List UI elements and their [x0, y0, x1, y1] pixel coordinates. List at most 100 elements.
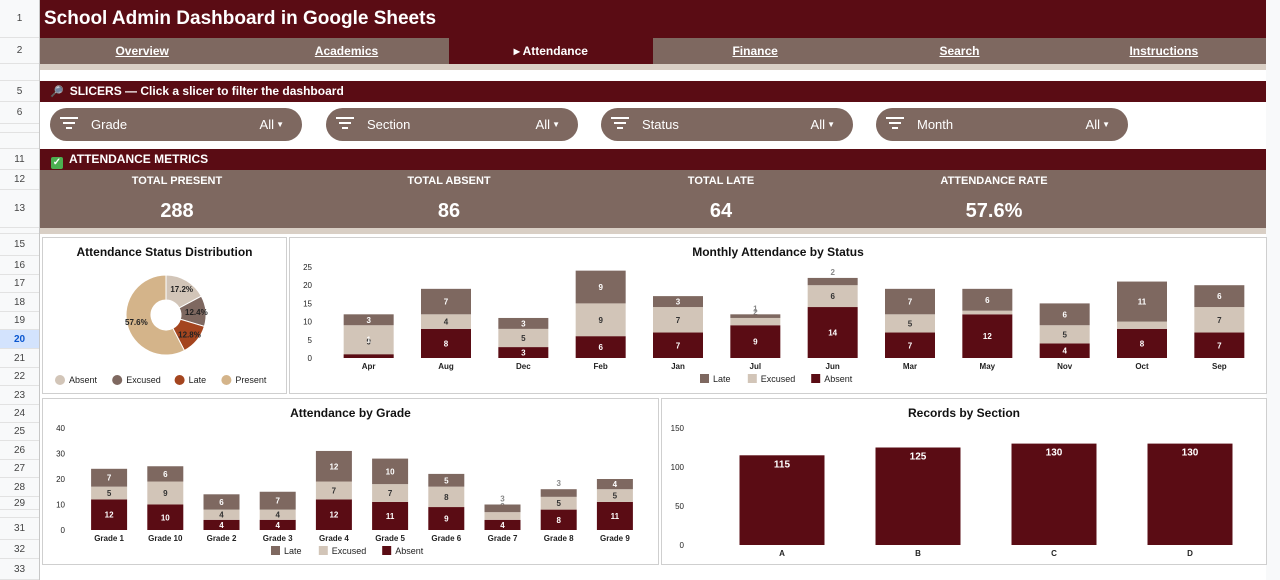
tab-academics[interactable]: Academics: [314, 44, 379, 58]
tab-finance[interactable]: Finance: [732, 44, 778, 58]
grade-chart-panel[interactable]: Attendance by Grade 0 10 20 30 40 12 5 7 Grade 1…: [42, 398, 659, 565]
monthly-bar-chart: 051015202593Apr847Aug353Dec699Feb773Jan9…: [303, 263, 1245, 384]
row-number[interactable]: 33: [0, 559, 39, 580]
slicer-section[interactable]: Section All ▼: [326, 108, 578, 141]
row-number[interactable]: 15: [0, 234, 39, 256]
tab-search[interactable]: Search: [939, 44, 980, 58]
row-number[interactable]: [0, 133, 39, 149]
magnifier-icon: 🔎: [50, 86, 64, 98]
section-chart-panel[interactable]: Records by Section 0 50 100 150 115 A 125 B 130 C…: [661, 398, 1267, 565]
x-tick-label: Grade 8: [544, 534, 574, 543]
row-number[interactable]: 32: [0, 540, 39, 559]
nav-tabs: Overview Academics ▸ Attendance Finance …: [40, 38, 1266, 64]
row-number[interactable]: 25: [0, 423, 39, 441]
pie-chart-panel[interactable]: Attendance Status Distribution 17.2% 12.4…: [42, 237, 287, 394]
bar-segment: [962, 314, 1013, 358]
monthly-chart-panel[interactable]: Monthly Attendance by Status 0 5 10 15 20 25 9…: [289, 237, 1267, 394]
row-number[interactable]: 22: [0, 368, 39, 386]
slicers-header: 🔎 SLICERS — Click a slicer to filter the …: [40, 81, 1266, 102]
row-number[interactable]: 23: [0, 386, 39, 405]
bar-segment: [1117, 328, 1167, 358]
slicer-value: All: [810, 117, 825, 132]
legend-label: Late: [284, 546, 302, 556]
row-number[interactable]: [0, 510, 39, 518]
bar-segment: [1194, 307, 1245, 333]
row-number[interactable]: 27: [0, 460, 39, 478]
bar-segment: [147, 466, 184, 482]
bar-data-label: 7: [908, 298, 913, 307]
row-number[interactable]: 1: [0, 0, 39, 38]
y-tick-label: 50: [675, 502, 684, 511]
bar-data-label: 5: [107, 489, 112, 498]
row-number[interactable]: [0, 64, 39, 81]
bar-segment: [315, 499, 352, 530]
bar-data-label: 4: [444, 318, 449, 327]
row-number[interactable]: 11: [0, 149, 39, 170]
y-tick-label: 100: [671, 463, 685, 472]
bar-data-label: 9: [598, 283, 603, 292]
row-number[interactable]: 19: [0, 312, 39, 330]
row-number[interactable]: 31: [0, 518, 39, 540]
row-number[interactable]: 26: [0, 441, 39, 460]
row-number[interactable]: 24: [0, 405, 39, 423]
bar-data-label: 9: [444, 515, 449, 524]
bar-data-label: 11: [386, 512, 395, 521]
x-tick-label: A: [779, 549, 785, 558]
bar-data-label: 7: [332, 486, 337, 495]
bar-data-label: 9: [366, 338, 371, 347]
bar-data-label: 8: [444, 493, 449, 502]
bar-segment: [421, 328, 471, 358]
bar-segment: [1117, 321, 1167, 329]
bar-data-label: 8: [556, 516, 561, 525]
filter-icon: [60, 117, 78, 131]
bar-segment: [372, 484, 409, 502]
bar-data-label: 8: [1140, 339, 1145, 348]
row-number[interactable]: 20: [0, 330, 39, 349]
bar-data-label: 1: [366, 335, 371, 344]
row-number[interactable]: 18: [0, 293, 39, 312]
tab-attendance[interactable]: ▸ Attendance: [448, 38, 653, 64]
row-number[interactable]: 6: [0, 102, 39, 124]
bar-segment: [315, 450, 352, 482]
bar-data-label: 1: [753, 304, 758, 313]
row-number[interactable]: 21: [0, 349, 39, 368]
slicer-grade[interactable]: Grade All ▼: [50, 108, 302, 141]
row-number[interactable]: [0, 228, 39, 234]
bar-data-label: 7: [676, 341, 681, 350]
bar-segment: [885, 288, 935, 315]
bar-segment: [372, 501, 409, 530]
bar-data-label: 5: [556, 499, 561, 508]
x-tick-label: Grade 5: [375, 534, 405, 543]
pie-slice: [125, 274, 186, 356]
kpi-label: TOTAL ABSENT: [407, 175, 491, 187]
bar-data-label: 9: [753, 338, 758, 347]
legend-swatch: [747, 374, 757, 383]
row-number[interactable]: 28: [0, 478, 39, 497]
metrics-header: ✓ ATTENDANCE METRICS: [40, 149, 1266, 170]
row-number[interactable]: [0, 124, 39, 133]
metrics-header-text: ATTENDANCE METRICS: [69, 152, 209, 166]
row-number[interactable]: 5: [0, 81, 39, 102]
slicer-label: Section: [367, 117, 411, 132]
spreadsheet-canvas[interactable]: School Admin Dashboard in Google Sheets …: [40, 0, 1267, 580]
bar-data-label: 6: [830, 292, 835, 301]
slicer-status[interactable]: Status All ▼: [601, 108, 853, 141]
tab-overview[interactable]: Overview: [115, 44, 169, 58]
bar-segment: [596, 489, 633, 502]
bar-data-label: 125: [910, 452, 927, 463]
row-number[interactable]: 17: [0, 275, 39, 293]
row-number[interactable]: 2: [0, 38, 39, 64]
row-number[interactable]: 16: [0, 256, 39, 275]
slicer-month[interactable]: Month All ▼: [876, 108, 1128, 141]
x-tick-label: Apr: [362, 362, 376, 371]
row-number[interactable]: 12: [0, 170, 39, 190]
pie-slice-label: 12.8%: [178, 330, 201, 339]
bar-segment: [203, 509, 240, 520]
row-number[interactable]: 13: [0, 190, 39, 228]
bar-segment: [1039, 325, 1090, 344]
legend-swatch: [382, 546, 392, 555]
legend-label: Late: [713, 374, 731, 384]
tab-instructions[interactable]: Instructions: [1129, 44, 1199, 58]
bar-data-label: 7: [444, 298, 449, 307]
row-number[interactable]: 29: [0, 497, 39, 510]
